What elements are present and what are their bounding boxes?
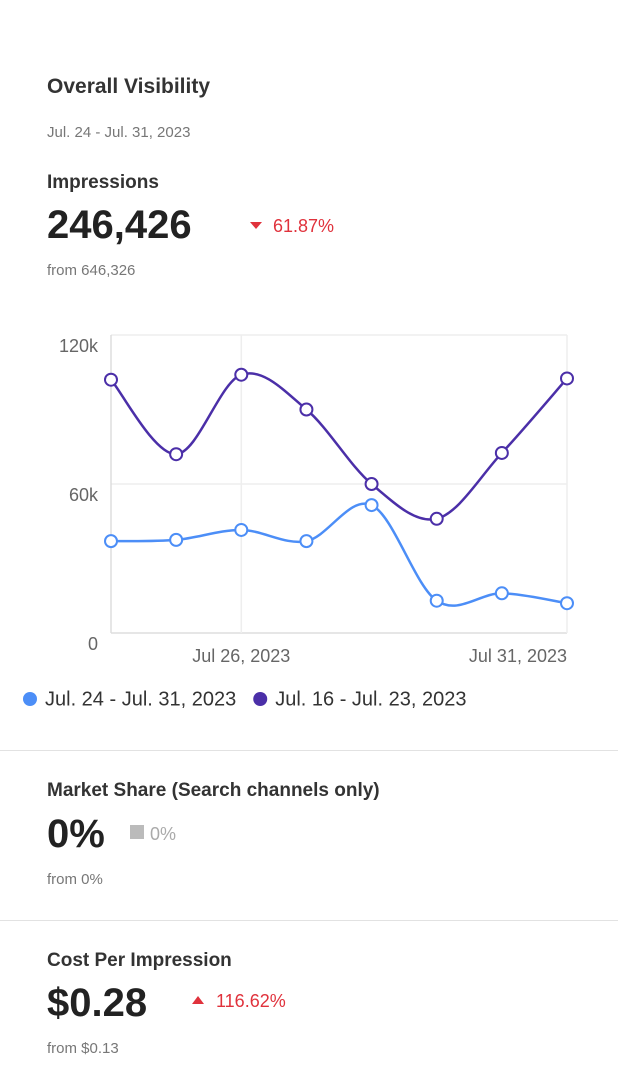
chart: 0 60k 120k Jul 26, 2023 Jul 31, 2023 Jul. 24 … <box>23 334 574 710</box>
metric-value: $0.28 <box>47 981 148 1025</box>
up-arrow <box>192 996 204 1004</box>
section-title: Overall Visibility <box>47 75 211 98</box>
point <box>169 532 184 547</box>
point <box>299 402 314 417</box>
point <box>364 498 379 513</box>
metric-value: 0% <box>47 812 105 856</box>
metric-from: from 646,326 <box>47 262 136 279</box>
point <box>560 371 574 386</box>
divider <box>0 920 618 921</box>
point <box>169 447 184 462</box>
point <box>104 372 118 387</box>
divider <box>0 750 618 751</box>
point <box>429 593 444 608</box>
point <box>234 367 249 382</box>
point <box>494 445 509 460</box>
neutral-icon <box>130 825 144 839</box>
metric-from: from 0% <box>47 871 103 888</box>
series-line <box>110 502 568 607</box>
metric-change: 116.62% <box>216 991 286 1011</box>
date-range: Jul. 24 - Jul. 31, 2023 <box>47 124 191 141</box>
legend-marker <box>23 692 37 706</box>
down-arrow <box>250 222 262 229</box>
x-tick-label: Jul 31, 2023 <box>469 646 567 666</box>
y-tick-label: 60k <box>69 485 99 505</box>
legend-marker <box>253 692 268 706</box>
metric-value: 246,426 <box>47 203 192 247</box>
x-tick-label: Jul 26, 2023 <box>192 646 290 666</box>
metric-label: Cost Per Impression <box>47 950 232 971</box>
point <box>429 511 444 526</box>
point <box>104 534 118 549</box>
metric-label: Impressions <box>47 172 159 193</box>
point <box>560 596 574 611</box>
point <box>234 522 249 537</box>
y-tick-label: 0 <box>88 634 98 654</box>
y-tick-label: 120k <box>59 336 99 356</box>
metric-from: from $0.13 <box>47 1040 119 1057</box>
metric-change: 0% <box>150 824 177 844</box>
legend-label: Jul. 24 - Jul. 31, 2023 <box>45 688 236 710</box>
point <box>364 477 379 491</box>
point <box>494 586 509 601</box>
legend-label: Jul. 16 - Jul. 23, 2023 <box>275 688 466 710</box>
point <box>299 534 314 549</box>
metric-label: Market Share (Search channels only) <box>47 780 380 801</box>
series-line <box>110 372 568 521</box>
metric-change: 61.87% <box>273 216 335 236</box>
